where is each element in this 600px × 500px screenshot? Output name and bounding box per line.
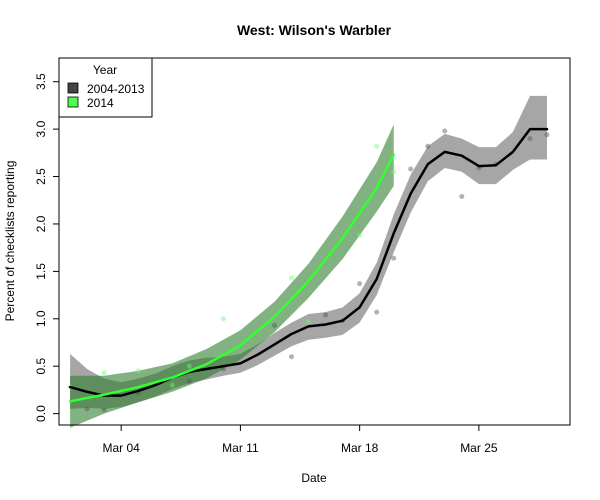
data-point-2014 (101, 370, 107, 376)
x-tick-label: Mar 25 (460, 441, 498, 455)
confidence-band-2004-2013 (70, 95, 547, 409)
y-tick-label: 2.5 (34, 168, 48, 185)
trend-line-2004-2013 (68, 127, 549, 397)
y-tick-label: 0.0 (34, 405, 48, 422)
data-point-2014 (169, 382, 175, 388)
y-tick-label: 3.5 (34, 73, 48, 90)
data-point-2004-2013 (459, 194, 465, 199)
data-point-2004-2013 (289, 354, 294, 360)
data-point-2014 (306, 319, 311, 325)
x-tick-label: Mar 11 (222, 441, 259, 455)
y-tick-label: 1.5 (34, 263, 48, 280)
legend: Year 2004-2013 2014 (58, 57, 153, 118)
confidence-band-2014 (70, 124, 394, 428)
plot-frame (58, 57, 571, 426)
data-point-2014 (374, 143, 380, 149)
y-tick-label: 2.0 (34, 215, 48, 232)
legend-swatch-2014 (67, 96, 79, 108)
axes: Mar 04 Mar 11 Mar 18 Mar 25 0.0 0.5 1.0 1.5 2.0 2… (34, 73, 498, 455)
data-point-2004-2013 (425, 143, 431, 149)
data-point-2004-2013 (391, 255, 397, 261)
confidence-bands (70, 95, 547, 428)
data-point-2004-2013 (408, 166, 414, 172)
x-tick-label: Mar 18 (341, 441, 379, 455)
trend-lines (68, 127, 549, 403)
trend-line-2014 (68, 153, 395, 403)
legend-label-2014: 2014 (87, 96, 114, 110)
data-point-2004-2013 (101, 407, 107, 413)
data-point-2004-2013 (442, 128, 448, 134)
y-axis-title: Percent of checklists reporting (3, 161, 17, 322)
data-point-2014 (135, 368, 141, 374)
data-point-2004-2013 (527, 136, 533, 142)
data-point-2014 (289, 275, 294, 281)
legend-label-2004-2013: 2004-2013 (87, 82, 145, 96)
data-point-2014 (391, 169, 397, 175)
y-tick-label: 3.0 (34, 120, 48, 137)
data-point-2014 (220, 316, 226, 322)
legend-swatch-2004-2013 (67, 82, 79, 94)
y-tick-label: 0.5 (34, 358, 48, 375)
data-point-2004-2013 (357, 281, 363, 287)
data-point-2004-2013 (84, 406, 90, 412)
observation-points (67, 128, 550, 413)
chart-title: West: Wilson's Warbler (237, 22, 392, 38)
y-tick-label: 1.0 (34, 310, 48, 327)
data-point-2004-2013 (374, 309, 380, 315)
data-point-2004-2013 (323, 312, 329, 318)
data-point-2004-2013 (544, 132, 550, 138)
x-axis-title: Date (301, 471, 327, 485)
x-tick-label: Mar 04 (102, 441, 140, 455)
data-point-2014 (357, 232, 363, 238)
data-point-2004-2013 (272, 322, 277, 328)
data-point-2014 (186, 363, 192, 369)
data-point-2004-2013 (186, 378, 192, 384)
legend-title: Year (93, 63, 117, 77)
data-point-2004-2013 (220, 366, 226, 372)
